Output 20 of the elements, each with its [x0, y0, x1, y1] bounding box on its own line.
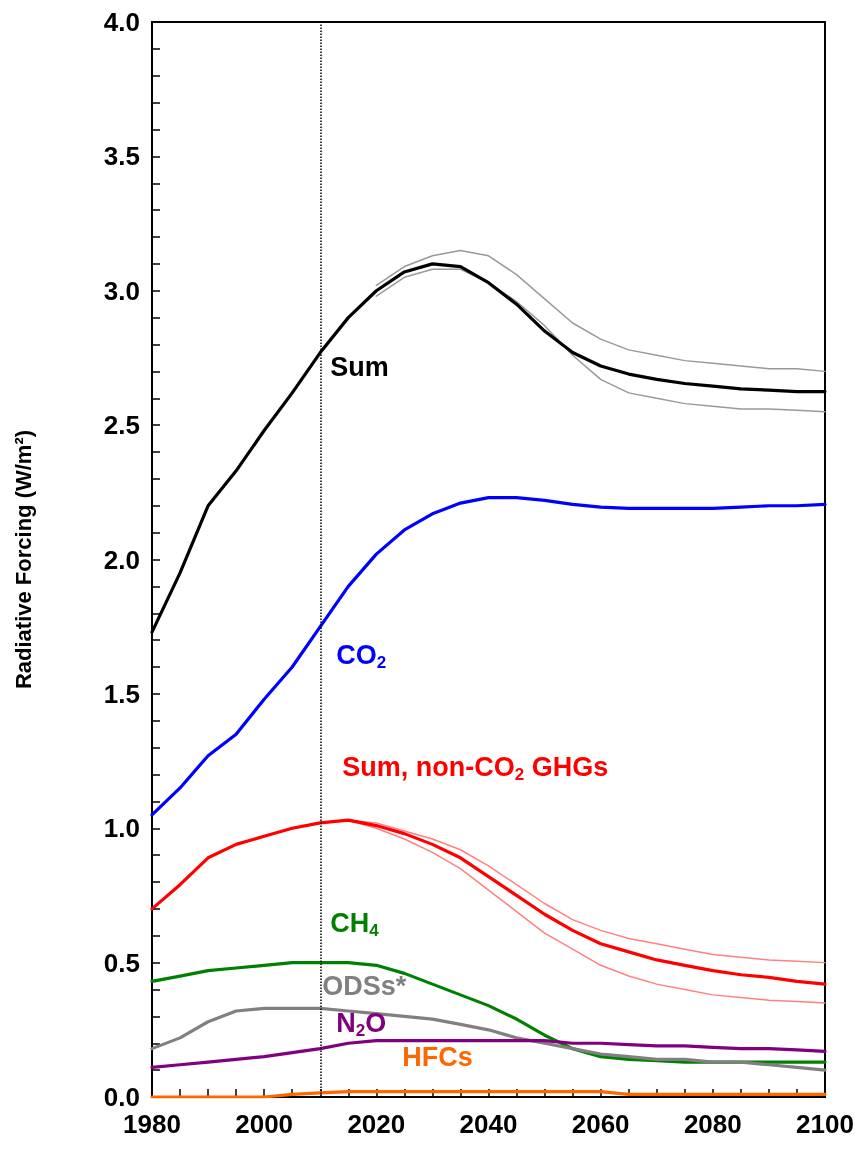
series-label: ODSs* — [322, 971, 407, 1002]
x-tick-label: 2040 — [459, 1109, 518, 1139]
y-tick-label: 1.0 — [103, 813, 140, 844]
y-tick-label: 2.5 — [103, 410, 140, 441]
y-tick-label: 0.0 — [103, 1082, 140, 1112]
x-tick-label: 2060 — [571, 1109, 630, 1139]
y-tick-label: 2.0 — [103, 544, 140, 575]
y-tick-label: 3.0 — [103, 275, 140, 306]
x-tick-label: 1980 — [123, 1109, 181, 1139]
y-tick-label: 1.5 — [103, 678, 140, 709]
series-label: HFCs — [402, 1041, 473, 1072]
series-label: Sum — [330, 351, 389, 382]
y-tick-label: 4.0 — [103, 7, 140, 37]
y-tick-label: 0.5 — [103, 947, 140, 978]
y-tick-label: 3.5 — [103, 141, 140, 172]
x-tick-label: 2100 — [796, 1109, 854, 1139]
y-axis-title: Radiative Forcing (W/m²) — [10, 429, 36, 690]
x-tick-label: 2000 — [235, 1109, 294, 1139]
x-tick-label: 2020 — [347, 1109, 406, 1139]
x-tick-label: 2080 — [683, 1109, 742, 1139]
